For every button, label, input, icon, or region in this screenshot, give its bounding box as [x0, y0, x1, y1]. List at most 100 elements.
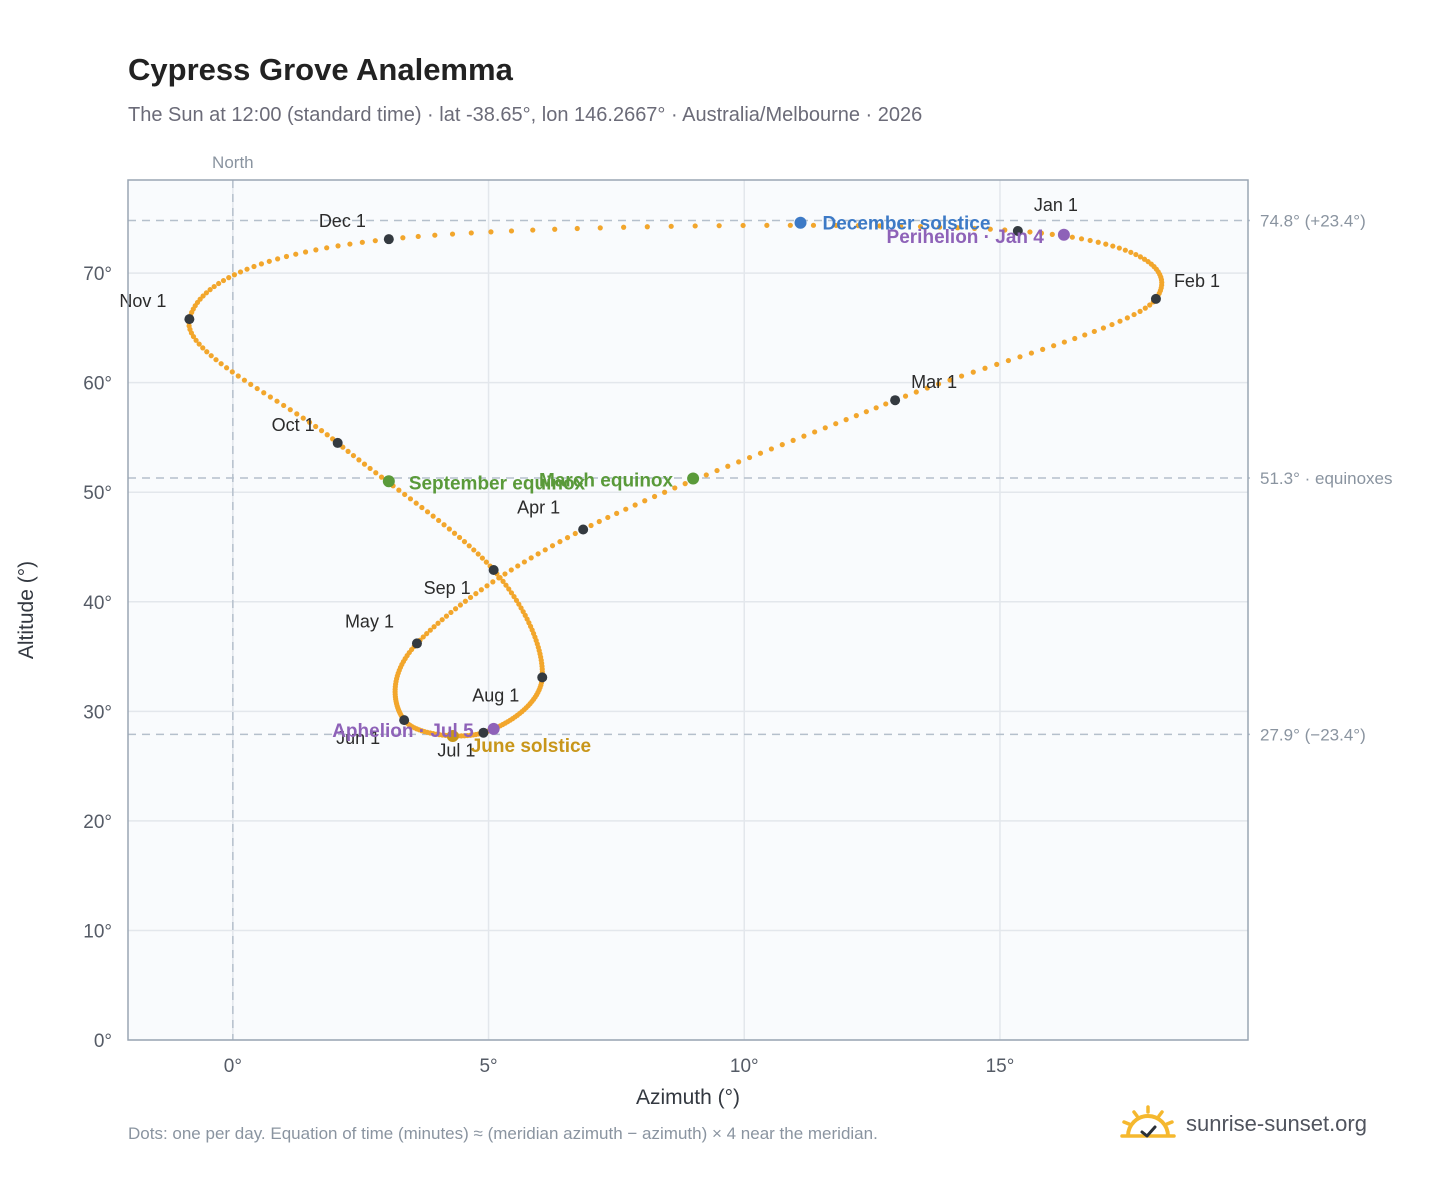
day-dot — [1100, 325, 1107, 331]
day-dot — [970, 369, 976, 375]
day-dot — [644, 224, 650, 230]
event-label: December solstice — [823, 214, 991, 235]
month-label: Dec 1 — [319, 211, 366, 231]
month-marker — [184, 314, 195, 325]
y-tick-label: 30° — [83, 702, 112, 723]
day-dot — [461, 539, 468, 545]
day-dot — [1116, 245, 1122, 251]
x-tick-label: 10° — [730, 1056, 759, 1077]
day-dot — [420, 634, 426, 640]
event-label: September equinox — [409, 473, 586, 494]
day-dot — [982, 365, 988, 371]
day-dot — [478, 587, 484, 593]
day-dot — [293, 251, 299, 257]
month-label: Mar 1 — [911, 372, 957, 392]
day-dot — [448, 609, 454, 616]
event-marker — [687, 472, 700, 485]
day-dot — [552, 226, 558, 232]
day-dot — [623, 506, 629, 512]
day-dot — [564, 535, 571, 541]
day-dot — [204, 349, 210, 355]
day-dot — [1131, 311, 1137, 318]
day-dot — [863, 409, 869, 415]
event-label: June solstice — [471, 736, 591, 757]
day-dot — [324, 245, 330, 251]
day-dot — [508, 228, 515, 234]
day-dot — [318, 428, 325, 434]
day-dot — [518, 605, 524, 611]
day-dot — [306, 419, 313, 425]
day-dot — [193, 337, 199, 343]
day-dot — [810, 222, 817, 228]
day-dot — [917, 224, 924, 230]
day-dot — [254, 385, 260, 392]
day-dot — [244, 266, 250, 272]
month-label: May 1 — [345, 611, 394, 631]
day-dot — [779, 442, 785, 448]
day-dot — [621, 224, 627, 230]
day-dot — [1133, 251, 1139, 258]
day-dot — [479, 555, 485, 561]
day-dot — [987, 226, 993, 232]
day-dot — [1069, 234, 1075, 240]
day-dot — [588, 522, 594, 529]
month-marker — [1150, 293, 1161, 304]
day-dot — [877, 223, 883, 229]
day-dot — [231, 272, 238, 278]
day-dot — [248, 381, 254, 387]
day-dot — [324, 432, 330, 438]
day-dot — [350, 452, 357, 459]
event-marker — [487, 722, 500, 735]
reference-line-label: 74.8° (+23.4°) — [1260, 212, 1366, 231]
day-dot — [833, 222, 839, 229]
day-dot — [897, 223, 904, 229]
axis-labels: 0° 5° 10° 15° 0° 10° 20° 30° 40° 50° 60° 70° Azimuth… — [15, 264, 1014, 1109]
day-dot — [614, 510, 620, 516]
day-dot — [596, 518, 602, 525]
month-label: Oct 1 — [272, 415, 315, 435]
day-dot — [632, 502, 638, 508]
day-dot — [651, 493, 658, 500]
day-dot — [668, 223, 674, 229]
month-label: Jul 1 — [437, 741, 475, 761]
day-dot — [347, 241, 353, 247]
day-dot — [1072, 335, 1078, 342]
month-markers: Jan 1 Feb 1 Mar 1 Apr 1 May 1 Jun 1 Jul 1 Aug 1… — [119, 195, 1220, 761]
month-marker — [383, 234, 394, 245]
day-dot — [213, 357, 219, 363]
month-marker — [411, 638, 422, 649]
day-dot — [424, 631, 430, 637]
day-dot — [714, 467, 720, 474]
day-dot — [605, 514, 611, 521]
day-dot — [746, 454, 753, 461]
month-marker — [890, 395, 901, 406]
y-tick-label: 50° — [83, 483, 112, 504]
y-tick-label: 70° — [83, 264, 112, 285]
day-dot — [258, 261, 265, 267]
day-dot — [642, 498, 648, 504]
y-tick-label: 40° — [83, 593, 112, 614]
day-dot — [1137, 254, 1144, 260]
day-dot — [471, 547, 477, 553]
day-dot — [345, 448, 351, 454]
day-dot — [1095, 239, 1101, 245]
day-dot — [500, 578, 506, 585]
day-dot — [302, 249, 309, 255]
day-dot — [716, 223, 722, 229]
day-dot — [356, 457, 362, 463]
day-dot — [1040, 346, 1046, 352]
event-marker — [1057, 228, 1070, 241]
event-label: Perihelion · Jan 4 — [887, 227, 1045, 248]
day-dot — [208, 353, 214, 359]
day-dot — [402, 491, 408, 498]
day-dot — [515, 563, 521, 569]
day-dot — [451, 530, 458, 536]
day-dot — [757, 450, 764, 456]
month-label: Jan 1 — [1034, 195, 1078, 215]
day-dot — [790, 437, 796, 443]
brand[interactable]: sunrise-sunset.org — [1120, 1102, 1367, 1146]
day-dot — [508, 590, 515, 596]
day-dot — [1017, 354, 1023, 360]
day-dot — [441, 522, 447, 528]
